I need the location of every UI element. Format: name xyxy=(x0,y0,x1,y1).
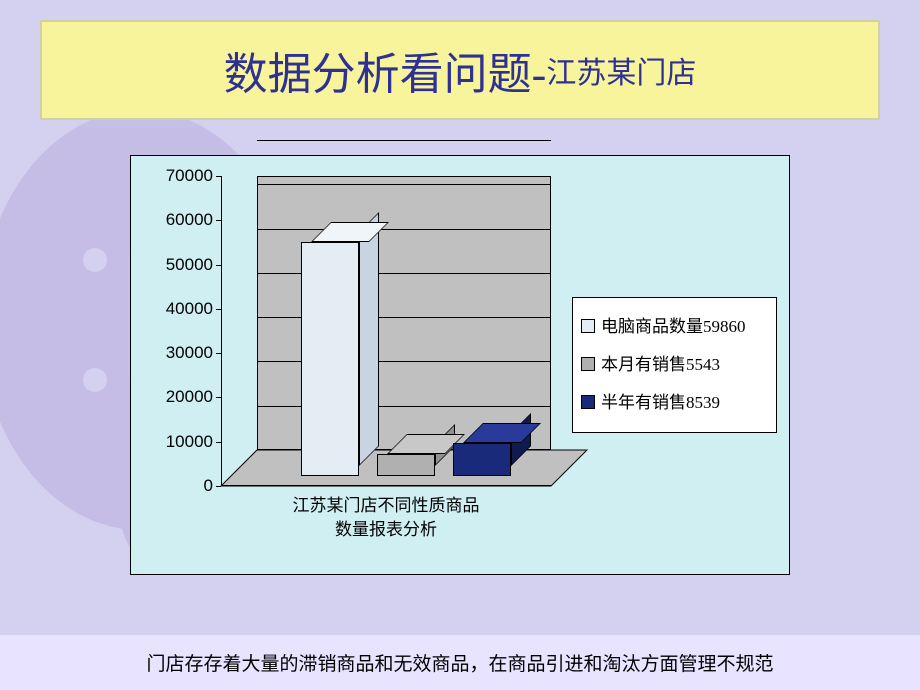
y-axis xyxy=(221,176,222,486)
bar-本月有销售 xyxy=(377,454,435,476)
y-tick-label: 0 xyxy=(204,476,213,496)
title-band: 数据分析看问题- 江苏某门店 xyxy=(40,20,880,120)
title-sub: 江苏某门店 xyxy=(546,48,696,92)
legend-text: 半年有销售8539 xyxy=(601,392,720,414)
legend-swatch xyxy=(581,319,595,333)
gridline xyxy=(257,229,551,230)
y-tick-label: 30000 xyxy=(166,343,213,363)
x-axis xyxy=(221,485,551,486)
bar-front xyxy=(453,443,511,476)
legend: 电脑商品数量59860 本月有销售5543 半年有销售8539 xyxy=(572,297,777,433)
y-tick-mark xyxy=(216,176,221,177)
y-tick-mark xyxy=(216,309,221,310)
y-tick-mark xyxy=(216,397,221,398)
y-tick-mark xyxy=(216,265,221,266)
gridline xyxy=(257,140,551,141)
bar-电脑商品数量 xyxy=(301,242,359,476)
y-tick-label: 50000 xyxy=(166,255,213,275)
y-tick-mark xyxy=(216,486,221,487)
y-tick-label: 70000 xyxy=(166,166,213,186)
y-tick-mark xyxy=(216,353,221,354)
y-tick-mark xyxy=(216,220,221,221)
footer-text: 门店存存着大量的滞销商品和无效商品，在商品引进和淘汰方面管理不规范 xyxy=(146,649,773,676)
chart-panel: 江苏某门店不同性质商品数量报表分析 0 10000 20000 30000 40000 5… xyxy=(130,155,790,575)
bar-半年有销售 xyxy=(453,443,511,476)
legend-swatch xyxy=(581,395,595,409)
y-tick-label: 20000 xyxy=(166,387,213,407)
y-tick-mark xyxy=(216,442,221,443)
legend-text: 电脑商品数量59860 xyxy=(601,316,746,338)
legend-swatch xyxy=(581,357,595,371)
y-tick-label: 10000 xyxy=(166,432,213,452)
y-tick-label: 60000 xyxy=(166,210,213,230)
plot-floor xyxy=(221,486,551,487)
bar-side xyxy=(359,212,379,466)
y-tick-label: 40000 xyxy=(166,299,213,319)
legend-text: 本月有销售5543 xyxy=(601,354,720,376)
gridline xyxy=(257,184,551,185)
x-category-label: 江苏某门店不同性质商品数量报表分析 xyxy=(221,494,551,542)
bar-front xyxy=(301,242,359,476)
footer-band: 门店存存着大量的滞销商品和无效商品，在商品引进和淘汰方面管理不规范 xyxy=(0,635,920,690)
legend-item: 电脑商品数量59860 xyxy=(581,308,768,346)
legend-item: 半年有销售8539 xyxy=(581,384,768,422)
bar-front xyxy=(377,454,435,476)
axes: 江苏某门店不同性质商品数量报表分析 0100002000030000400005… xyxy=(221,176,551,486)
legend-item: 本月有销售5543 xyxy=(581,346,768,384)
title-main: 数据分析看问题- xyxy=(224,38,547,102)
plot-area: 江苏某门店不同性质商品数量报表分析 0 10000 20000 30000 40000 5… xyxy=(131,156,572,574)
